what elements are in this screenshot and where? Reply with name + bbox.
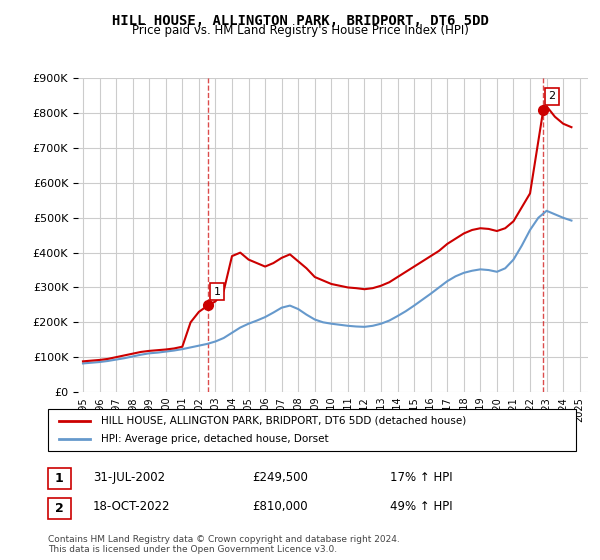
Text: 1: 1: [55, 472, 64, 486]
Text: 31-JUL-2002: 31-JUL-2002: [93, 470, 165, 484]
Text: 2: 2: [55, 502, 64, 515]
Text: HILL HOUSE, ALLINGTON PARK, BRIDPORT, DT6 5DD (detached house): HILL HOUSE, ALLINGTON PARK, BRIDPORT, DT…: [101, 416, 466, 426]
FancyBboxPatch shape: [48, 498, 71, 519]
Text: 49% ↑ HPI: 49% ↑ HPI: [390, 500, 452, 514]
FancyBboxPatch shape: [48, 468, 71, 489]
Text: Contains HM Land Registry data © Crown copyright and database right 2024.
This d: Contains HM Land Registry data © Crown c…: [48, 535, 400, 554]
Text: £249,500: £249,500: [252, 470, 308, 484]
Text: HILL HOUSE, ALLINGTON PARK, BRIDPORT, DT6 5DD: HILL HOUSE, ALLINGTON PARK, BRIDPORT, DT…: [112, 14, 488, 28]
Text: 2: 2: [548, 91, 556, 101]
Text: 18-OCT-2022: 18-OCT-2022: [93, 500, 170, 514]
Text: Price paid vs. HM Land Registry's House Price Index (HPI): Price paid vs. HM Land Registry's House …: [131, 24, 469, 36]
FancyBboxPatch shape: [48, 409, 576, 451]
Text: £810,000: £810,000: [252, 500, 308, 514]
Text: 1: 1: [214, 287, 220, 297]
Text: 17% ↑ HPI: 17% ↑ HPI: [390, 470, 452, 484]
Text: HPI: Average price, detached house, Dorset: HPI: Average price, detached house, Dors…: [101, 434, 328, 444]
